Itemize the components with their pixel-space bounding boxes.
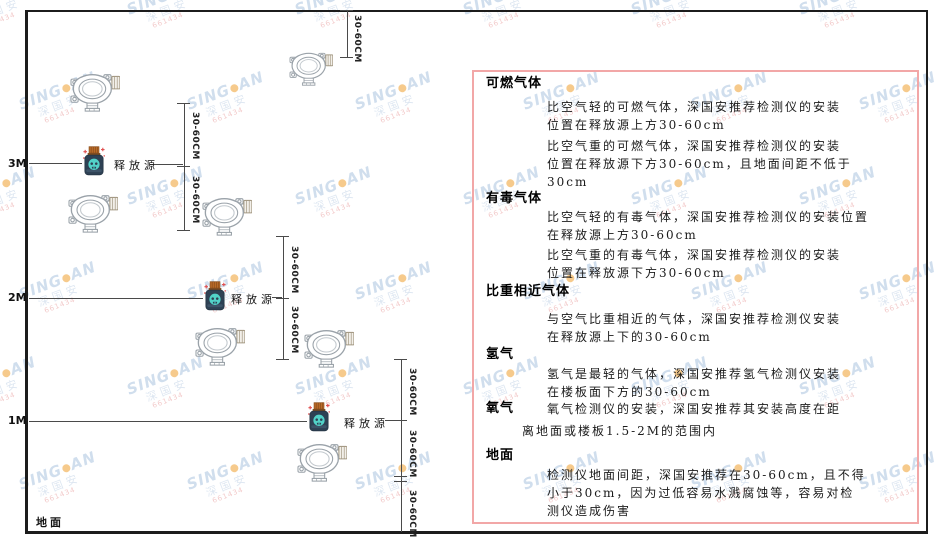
dimension-tick — [394, 420, 407, 421]
ground-line — [26, 531, 928, 534]
section-heading-hydrogen: 氢气 — [486, 347, 515, 362]
paragraph-line: 比空气轻的有毒气体，深国安推荐检测仪的安装位置 — [547, 210, 870, 224]
leader-3m — [29, 163, 82, 164]
dimension-tick — [276, 298, 289, 299]
dimension-tick — [177, 103, 190, 104]
dimension-label: 30-60CM — [190, 112, 200, 160]
release-source-icon — [82, 146, 106, 176]
paragraph-line: 比空气重的可燃气体，深国安推荐检测仪的安装 — [547, 139, 842, 153]
dimension-tick — [177, 230, 190, 231]
paragraph-line: 氧气检测仪的安装，深国安推荐其安装高度在距 — [547, 402, 842, 416]
gas-detector-icon — [68, 195, 118, 233]
release-source-label: 释放源 — [114, 159, 159, 172]
section-heading-toxic: 有毒气体 — [486, 191, 543, 206]
paragraph-line: 比空气轻的可燃气体，深国安推荐检测仪的安装 — [547, 100, 842, 114]
dimension-tick — [276, 236, 289, 237]
dimension-break-mark — [394, 481, 407, 482]
release-source-icon — [203, 281, 227, 311]
dimension-line — [347, 11, 348, 57]
section-heading-combustible: 可燃气体 — [486, 76, 543, 91]
dimension-label: 30-60CM — [289, 306, 299, 354]
leader-2m-stub — [272, 297, 282, 298]
gas-detector-icon — [289, 52, 333, 86]
section-heading-similar-density: 比重相近气体 — [486, 284, 571, 299]
paragraph-line: 位置在释放源下方30-60cm，且地面间距不低于 — [547, 157, 852, 171]
paragraph-line: 小于30cm，因为过低容易水溅腐蚀等，容易对检 — [547, 486, 855, 500]
dimension-line — [401, 359, 402, 532]
paragraph-line: 测仪造成伤害 — [547, 504, 632, 518]
dimension-label: 30-60CM — [190, 176, 200, 224]
ceiling-line — [26, 10, 928, 12]
ground-label: 地面 — [36, 516, 64, 529]
paragraph-line: 在释放源上方30-60cm — [547, 228, 698, 242]
gas-detector-icon — [304, 329, 354, 368]
height-label-1m: 1M — [8, 414, 27, 427]
gas-detector-icon — [195, 327, 245, 366]
gas-detector-icon — [70, 73, 120, 112]
dimension-label: 30-60CM — [289, 246, 299, 294]
paragraph-line: 比空气重的有毒气体，深国安推荐检测仪的安装 — [547, 248, 842, 262]
paragraph-line: 与空气比重相近的气体，深国安推荐检测仪安装 — [547, 312, 842, 326]
height-label-3m: 3M — [8, 157, 27, 170]
release-source-icon — [307, 402, 331, 432]
paragraph-line: 位置在释放源下方30-60cm — [547, 266, 726, 280]
dimension-line — [283, 236, 284, 359]
dimension-tick — [340, 10, 353, 11]
paragraph-line: 检测仪地面间距，深国安推荐在30-60cm，且不得 — [547, 468, 866, 482]
leader-1m-stub — [385, 420, 400, 421]
leader-1m — [29, 421, 307, 422]
dimension-break-mark — [394, 476, 407, 477]
paragraph-line: 位置在释放源上方30-60cm — [547, 118, 726, 132]
height-label-2m: 2M — [8, 291, 27, 304]
dimension-label: 30-60CM — [352, 15, 362, 63]
leader-2m — [29, 298, 203, 299]
dimension-label: 30-60CM — [407, 490, 417, 538]
paragraph-line: 离地面或楼板1.5-2M的范围内 — [522, 424, 718, 438]
right-border-line — [926, 10, 928, 534]
section-heading-oxygen: 氧气 — [486, 401, 515, 416]
paragraph-line: 在释放源上下的30-60cm — [547, 330, 712, 344]
dimension-label: 30-60CM — [407, 430, 417, 478]
dimension-tick — [340, 57, 353, 58]
gas-detector-icon — [297, 443, 347, 482]
dimension-tick — [177, 166, 190, 167]
dimension-label: 30-60CM — [407, 368, 417, 416]
paragraph-line: 在楼板面下方的30-60cm — [547, 385, 712, 399]
recommendations-panel: 可燃气体 比空气轻的可燃气体，深国安推荐检测仪的安装 位置在释放源上方30-60… — [472, 70, 919, 524]
dimension-tick — [276, 359, 289, 360]
dimension-tick — [394, 359, 407, 360]
section-heading-ground: 地面 — [486, 448, 515, 463]
leader-3m-stub — [150, 164, 183, 165]
release-source-label: 释放源 — [231, 293, 276, 306]
paragraph-line: 氢气是最轻的气体，深国安推荐氢气检测仪安装 — [547, 367, 842, 381]
wall-line — [25, 10, 28, 534]
release-source-label: 释放源 — [344, 417, 389, 430]
gas-detector-icon — [202, 198, 252, 236]
paragraph-line: 30cm — [547, 175, 589, 189]
